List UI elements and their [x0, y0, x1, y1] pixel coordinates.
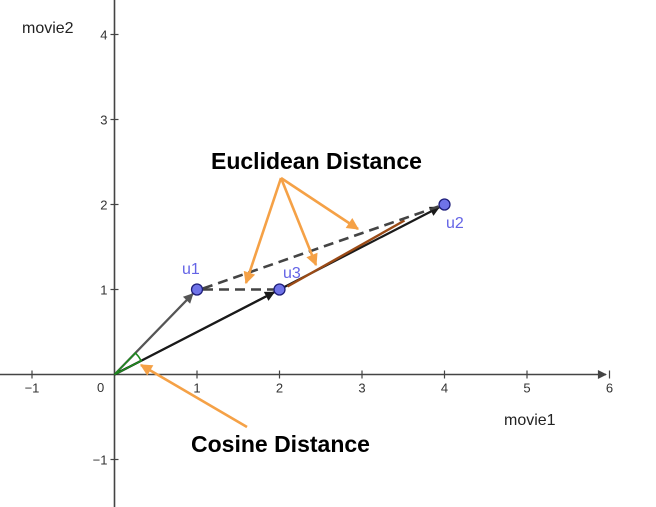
arrow-euclidean-to-u3u2 — [279, 177, 318, 267]
point-u3 — [273, 283, 286, 296]
x-tick-label: 3 — [358, 381, 365, 396]
euclidean-segment-u1-u2 — [202, 205, 439, 290]
euclidean-distance-title: Euclidean Distance — [211, 148, 422, 174]
arrow-euclidean-to-u1u2 — [280, 176, 360, 231]
u3-u2-highlight-segment — [286, 219, 406, 288]
point-u2 — [438, 198, 451, 211]
x-tick-label: 4 — [441, 381, 448, 396]
label-u3: u3 — [283, 265, 301, 282]
label-u1: u1 — [182, 261, 200, 278]
y-tick-label: 3 — [100, 113, 107, 128]
arrow-cosine-to-angle — [139, 363, 248, 429]
x-tick-label: −1 — [25, 381, 40, 396]
x-tick-label: 2 — [276, 381, 283, 396]
x-tick-label: 6 — [606, 381, 613, 396]
origin-label: 0 — [97, 380, 104, 395]
axis-ticks: −1 1 2 3 4 5 6 −1 1 2 3 4 — [25, 28, 614, 468]
y-tick-label: 4 — [100, 28, 107, 43]
arrow-euclidean-to-u1u3 — [243, 177, 283, 285]
point-u1 — [190, 283, 204, 296]
label-u2: u2 — [446, 215, 464, 232]
x-tick-label: 1 — [193, 381, 200, 396]
cosine-angle-marker — [113, 351, 143, 376]
x-axis-label: movie1 — [504, 412, 556, 429]
cosine-distance-title: Cosine Distance — [191, 431, 370, 457]
x-tick-label: 5 — [523, 381, 530, 396]
y-tick-label: 1 — [100, 283, 107, 298]
y-tick-label: −1 — [93, 453, 108, 468]
y-tick-label: 2 — [100, 198, 107, 213]
y-axis-label: movie2 — [22, 20, 74, 37]
